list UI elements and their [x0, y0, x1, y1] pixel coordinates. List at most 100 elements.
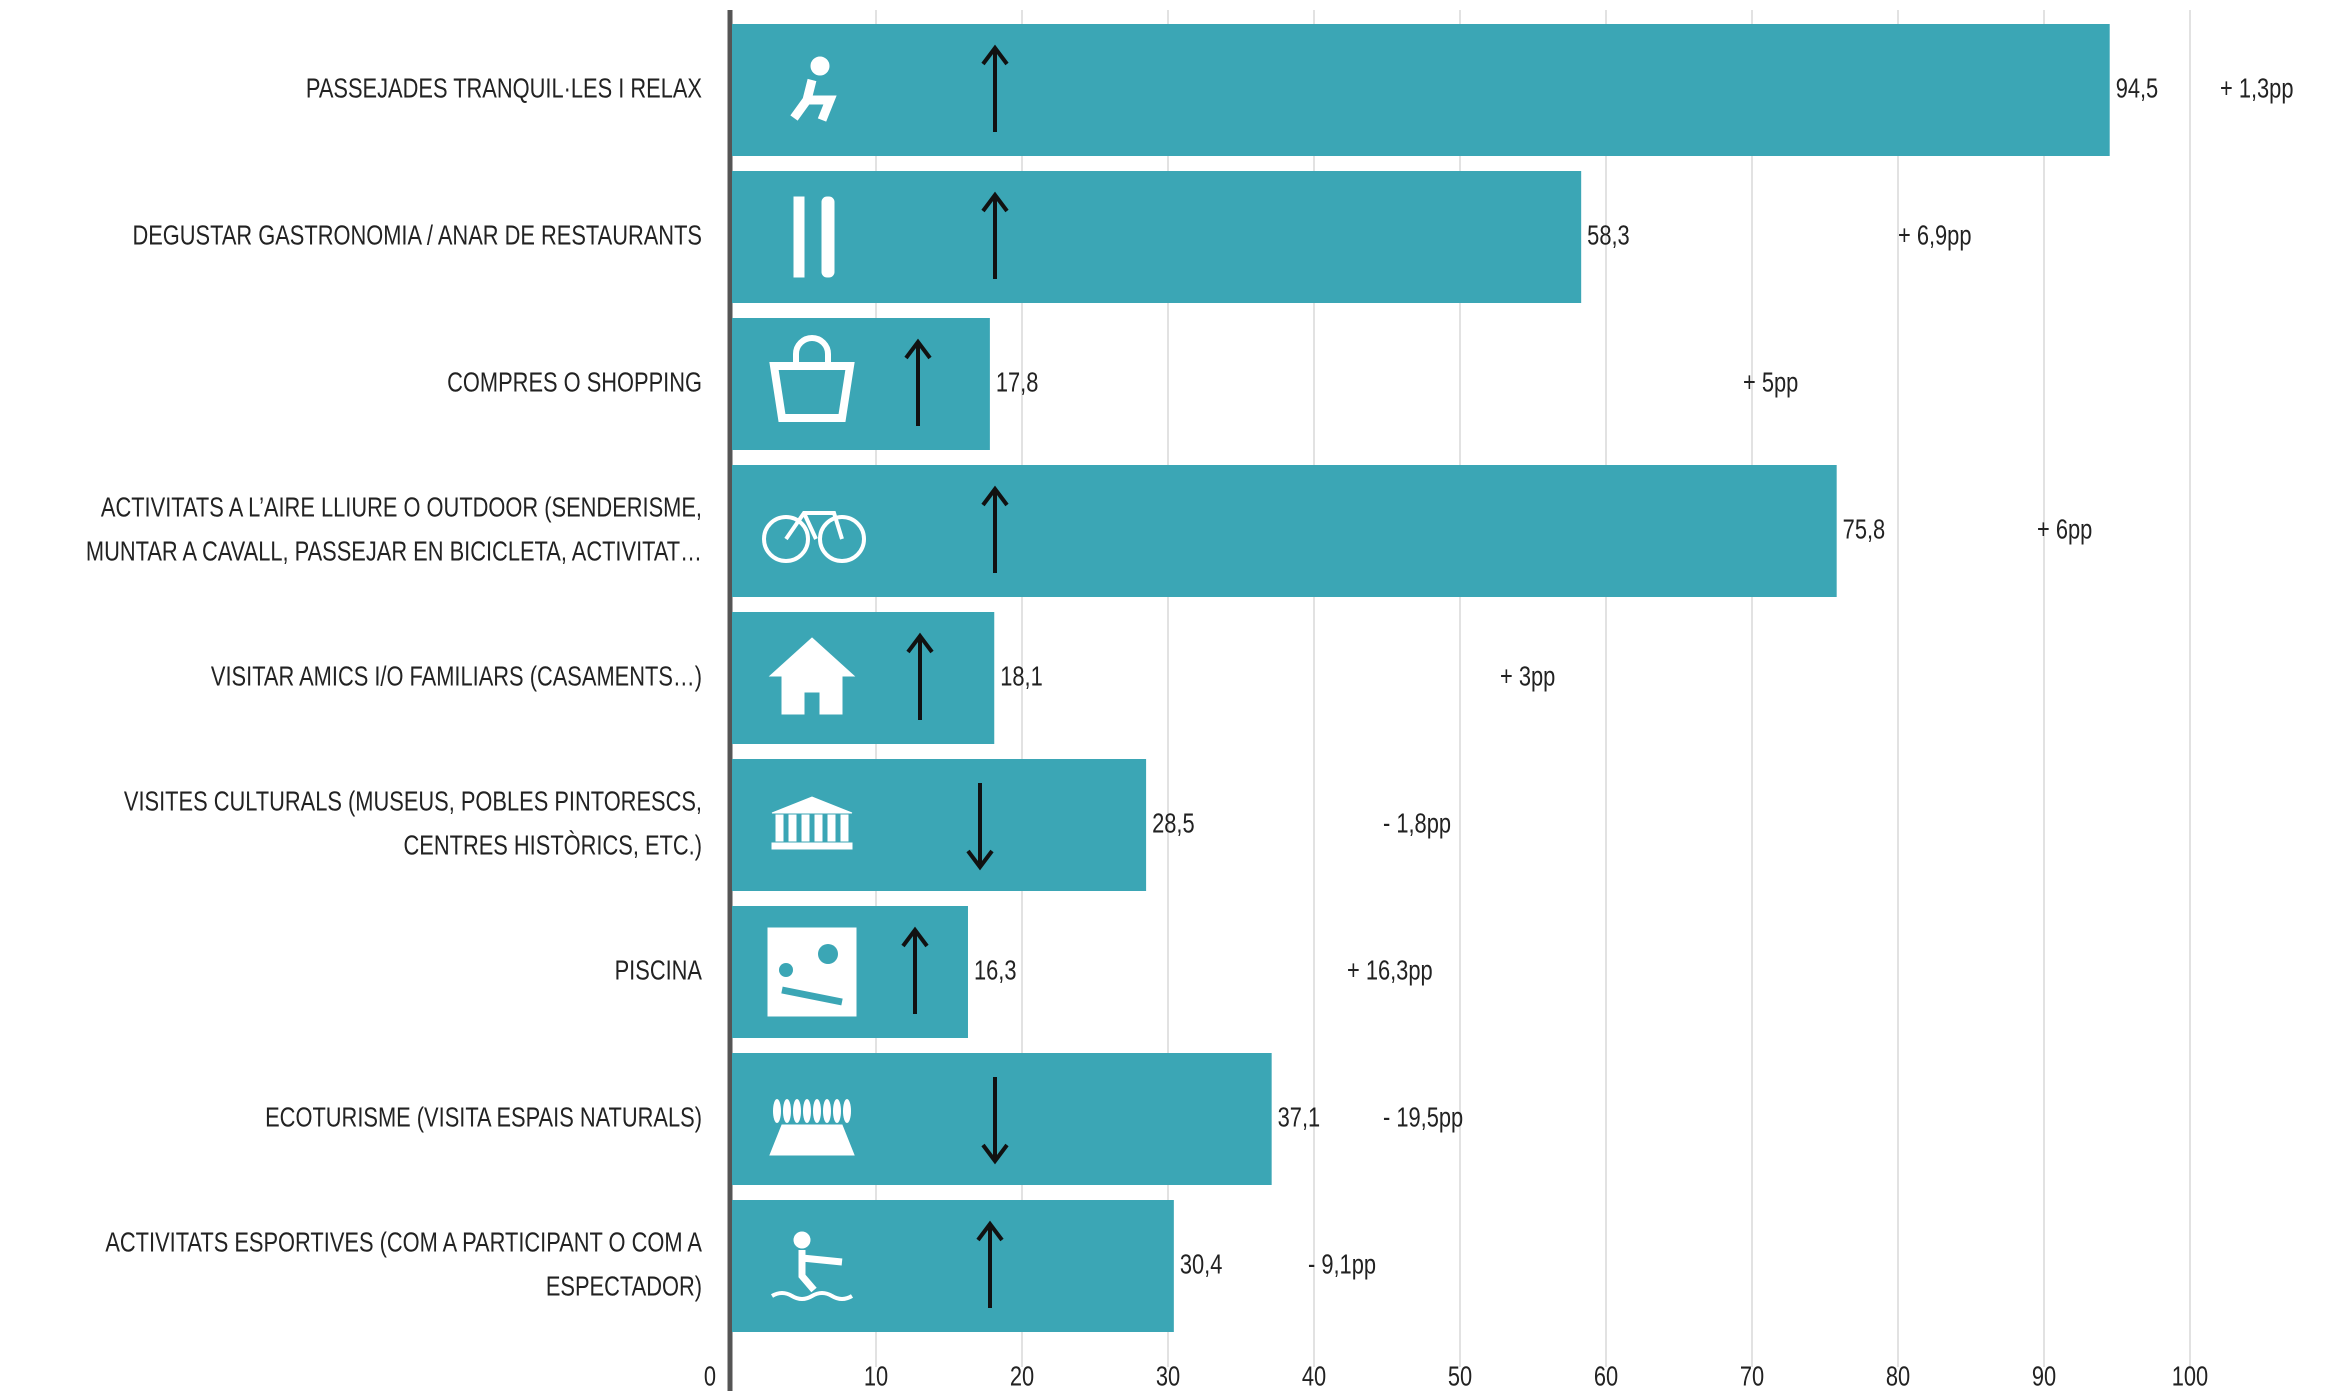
- icon-part: [775, 814, 784, 842]
- change-annotation: - 19,5pp: [1383, 1101, 1463, 1132]
- icon-part: [827, 814, 836, 842]
- x-tick-label: 60: [1594, 1360, 1618, 1391]
- x-tick-label: 80: [1886, 1360, 1910, 1391]
- icon-part: [769, 362, 855, 422]
- icon-part: [814, 814, 823, 842]
- category-label: CENTRES HISTÒRICS, ETC.): [403, 829, 702, 860]
- trend-arrow: [981, 485, 1009, 573]
- bar: [732, 171, 1582, 303]
- arrow-head: [966, 849, 994, 871]
- icon-part: [833, 1099, 841, 1123]
- icon-part: [793, 335, 831, 366]
- icon-part: [810, 56, 830, 76]
- icon-part: [779, 963, 793, 977]
- icon-part: [793, 196, 805, 278]
- x-tick-label: 50: [1448, 1360, 1472, 1391]
- trend-arrow: [906, 632, 934, 720]
- value-label: 58,3: [1587, 219, 1630, 250]
- icon: [767, 927, 857, 1017]
- category-label: DEGUSTAR GASTRONOMIA / ANAR DE RESTAURAN…: [132, 219, 702, 250]
- icon-part: [793, 1231, 811, 1249]
- trend-arrow: [981, 191, 1009, 279]
- icon-part: [840, 814, 849, 842]
- change-annotation: + 16,3pp: [1347, 954, 1433, 985]
- icon-part: [762, 515, 810, 563]
- icon-part: [769, 1124, 855, 1156]
- x-tick-label: 90: [2032, 1360, 2056, 1391]
- icon-part: [818, 515, 866, 563]
- icon-part: [813, 1099, 821, 1123]
- value-label: 30,4: [1180, 1248, 1223, 1279]
- trend-arrow: [901, 926, 929, 1014]
- icon: [769, 335, 855, 422]
- x-tick-label: 70: [1740, 1360, 1764, 1391]
- icon-part: [784, 511, 844, 541]
- icon: [769, 1099, 855, 1156]
- x-tick-label: 20: [1010, 1360, 1034, 1391]
- trend-arrow: [976, 1220, 1004, 1308]
- icon-part: [803, 1099, 811, 1123]
- icon-part: [821, 196, 835, 278]
- icon-part: [798, 1250, 843, 1293]
- trend-arrow: [981, 44, 1009, 132]
- x-tick-label: 40: [1302, 1360, 1326, 1391]
- category-label: MUNTAR A CAVALL, PASSEJAR EN BICICLETA, …: [86, 535, 702, 566]
- icon: [770, 1231, 854, 1301]
- bar: [732, 318, 990, 450]
- value-label: 18,1: [1000, 660, 1043, 691]
- bar: [732, 1053, 1272, 1185]
- category-label: PASSEJADES TRANQUIL·LES I RELAX: [306, 72, 702, 103]
- change-annotation: + 1,3pp: [2220, 72, 2293, 103]
- icon-part: [823, 1099, 831, 1123]
- change-annotation: - 9,1pp: [1308, 1248, 1376, 1279]
- change-annotation: + 5pp: [1743, 366, 1798, 397]
- category-label: ACTIVITATS A L’AIRE LLIURE O OUTDOOR (SE…: [101, 491, 702, 522]
- icon: [793, 196, 835, 278]
- icon-part: [781, 986, 843, 1006]
- icon: [790, 56, 837, 122]
- arrow-head: [981, 1143, 1009, 1165]
- icon-part: [770, 1291, 854, 1301]
- x-tick-label: 100: [2172, 1360, 2208, 1391]
- icon-part: [771, 842, 853, 850]
- category-label: ACTIVITATS ESPORTIVES (COM A PARTICIPANT…: [105, 1226, 702, 1257]
- arrow-head: [981, 485, 1009, 507]
- category-label: COMPRES O SHOPPING: [447, 366, 702, 397]
- change-annotation: + 3pp: [1500, 660, 1555, 691]
- category-label: VISITES CULTURALS (MUSEUS, POBLES PINTOR…: [124, 785, 702, 816]
- bar: [732, 24, 2110, 156]
- icon-part: [788, 814, 797, 842]
- icon-part: [793, 1099, 801, 1123]
- change-annotation: - 1,8pp: [1383, 807, 1451, 838]
- category-label: PISCINA: [615, 954, 703, 985]
- change-annotation: + 6,9pp: [1898, 219, 1971, 250]
- trend-arrow: [904, 338, 932, 426]
- icon-part: [771, 796, 853, 814]
- icon-part: [773, 1099, 781, 1123]
- icon-part: [783, 1099, 791, 1123]
- icon-part: [790, 78, 837, 122]
- category-label: ECOTURISME (VISITA ESPAIS NATURALS): [265, 1101, 702, 1132]
- arrow-head: [906, 632, 934, 654]
- value-label: 37,1: [1278, 1101, 1321, 1132]
- trend-arrow: [981, 1077, 1009, 1165]
- arrow-head: [981, 44, 1009, 66]
- value-label: 94,5: [2116, 72, 2159, 103]
- value-label: 16,3: [974, 954, 1017, 985]
- bar: [732, 1200, 1174, 1332]
- icon-part: [843, 1099, 851, 1123]
- category-label: ESPECTADOR): [546, 1270, 702, 1301]
- icon: [762, 511, 866, 563]
- icon: [768, 637, 856, 715]
- icon-part: [818, 944, 838, 964]
- bar: [732, 465, 1837, 597]
- icon: [771, 796, 853, 850]
- arrow-head: [901, 926, 929, 948]
- value-label: 28,5: [1152, 807, 1195, 838]
- arrow-head: [981, 191, 1009, 213]
- value-label: 17,8: [996, 366, 1039, 397]
- x-tick-label: 30: [1156, 1360, 1180, 1391]
- arrow-head: [976, 1220, 1004, 1242]
- change-annotation: + 6pp: [2037, 513, 2092, 544]
